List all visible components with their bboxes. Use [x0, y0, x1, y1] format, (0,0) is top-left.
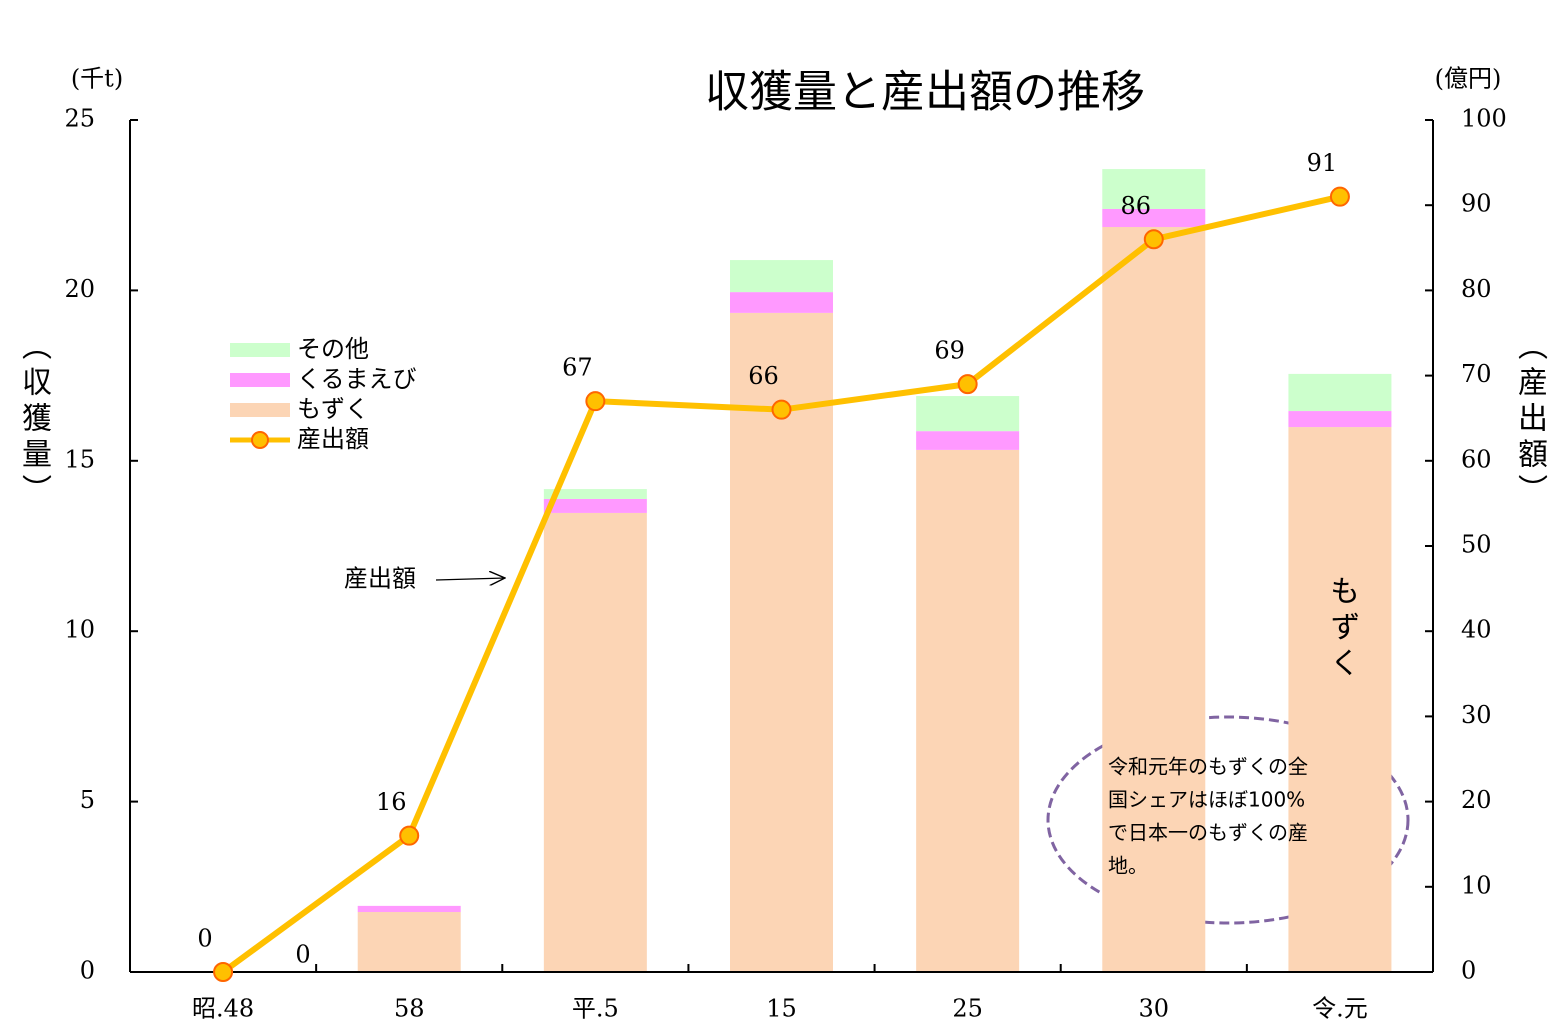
y-tick-label: 25 [64, 105, 95, 133]
legend-label: その他 [297, 335, 369, 363]
legend-swatch [230, 343, 290, 357]
y2-tick-label: 50 [1461, 531, 1492, 559]
line-point [773, 401, 791, 419]
x-tick-label: 25 [952, 995, 983, 1023]
x-tick-label: 令.元 [1312, 995, 1368, 1023]
y2-tick-label: 40 [1461, 616, 1492, 644]
bar-segment [358, 906, 461, 912]
bar-segment [916, 431, 1019, 450]
line-point [1145, 230, 1163, 248]
y-tick-label: 10 [64, 616, 95, 644]
x-tick-label: 15 [766, 995, 797, 1023]
x-tick-label: 58 [394, 995, 425, 1023]
x-tick-label: 平.5 [572, 995, 619, 1023]
data-label: 66 [748, 362, 779, 390]
bar-segment [1102, 209, 1205, 227]
y2-tick-label: 60 [1461, 445, 1492, 473]
y2-unit: (億円) [1435, 65, 1502, 93]
legend-label: もずく [297, 395, 369, 423]
data-label: 86 [1121, 192, 1152, 220]
bar-segment [916, 450, 1019, 972]
annotation-arrow [436, 578, 505, 580]
legend-swatch [230, 403, 290, 417]
y-tick-label: 20 [64, 275, 95, 303]
data-label: 69 [934, 337, 965, 365]
line-point [1331, 188, 1349, 206]
y2-tick-label: 30 [1461, 701, 1492, 729]
y2-tick-label: 90 [1461, 190, 1492, 218]
bar-segment [544, 513, 647, 972]
x-tick-label: 昭.48 [192, 995, 254, 1023]
y2-tick-label: 0 [1461, 957, 1476, 985]
y2-tick-label: 80 [1461, 275, 1492, 303]
data-label: 67 [562, 354, 593, 382]
x-tick-label: 30 [1139, 995, 1170, 1023]
legend-swatch [252, 432, 268, 448]
annotation: もずく [1324, 575, 1359, 683]
note-text: 国シェアはほぼ100% [1108, 788, 1305, 812]
bar-segment [1102, 169, 1205, 209]
y-tick-label: 5 [80, 786, 95, 814]
bar-segment [916, 396, 1019, 431]
bar-segment [358, 912, 461, 972]
bar-segment [544, 499, 647, 513]
y2-tick-label: 100 [1461, 105, 1507, 133]
line-point [586, 392, 604, 410]
note-text: 地。 [1108, 854, 1148, 878]
note-text: で日本一のもずくの産 [1108, 821, 1308, 845]
y-tick-label: 0 [80, 957, 95, 985]
chart-title: 収獲量と産出額の推移 [705, 67, 1145, 118]
bar-segment [1288, 427, 1391, 972]
y2-tick-label: 10 [1461, 871, 1492, 899]
data-label: 0 [197, 925, 212, 953]
bar-segment [730, 260, 833, 292]
annotation: 0 [295, 941, 310, 969]
y-unit: (千t) [71, 65, 123, 93]
note-text: 令和元年のもずくの全 [1108, 755, 1308, 779]
bar-segment [1288, 411, 1391, 427]
legend-swatch [230, 373, 290, 387]
y-tick-label: 15 [64, 445, 95, 473]
line-point [214, 963, 232, 981]
annotation: 産出額 [344, 565, 416, 593]
y-axis-label: （収獲量） [16, 330, 52, 510]
y2-tick-label: 70 [1461, 360, 1492, 388]
y2-tick-label: 20 [1461, 786, 1492, 814]
legend-label: くるまえび [297, 365, 417, 393]
line-point [400, 827, 418, 845]
line-point [959, 375, 977, 393]
y2-axis-label: （産出額） [1512, 330, 1548, 510]
data-label: 16 [376, 788, 407, 816]
data-label: 91 [1307, 149, 1338, 177]
chart: 収獲量と産出額の推移 (千t) (億円) （収獲量） （産出額） 0 5 10 15 2… [0, 0, 1551, 1028]
bar-segment [730, 292, 833, 313]
bar-segment [1288, 374, 1391, 411]
legend-label: 産出額 [297, 425, 369, 453]
